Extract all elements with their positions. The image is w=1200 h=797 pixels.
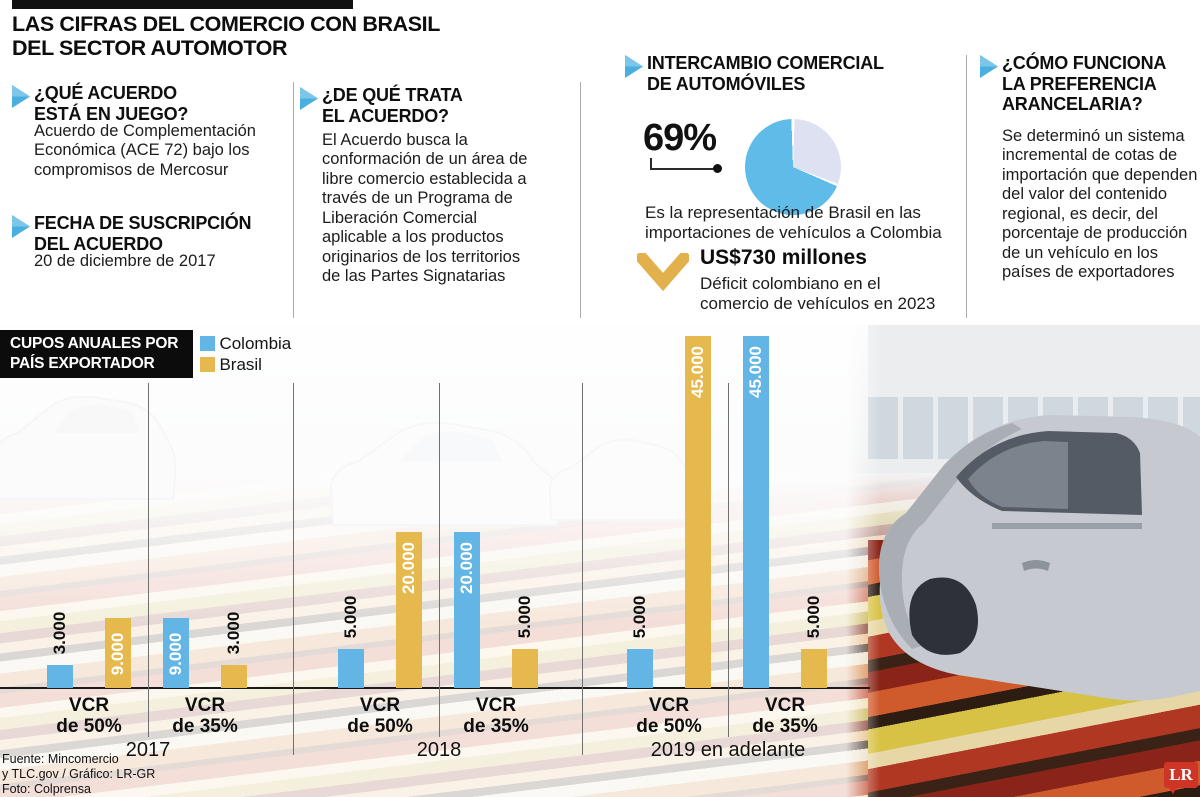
- year-label: 2017: [125, 739, 171, 761]
- bullet-arrow-icon: [300, 87, 318, 110]
- down-chevron-icon: [637, 253, 689, 292]
- bar-brasil-vcr50: [105, 618, 131, 688]
- bar-value-label: 3.000: [50, 611, 69, 655]
- bar-value-label: 5.000: [804, 595, 823, 639]
- masthead-rule: [12, 0, 353, 9]
- legend-label-colombia: Colombia: [219, 334, 292, 353]
- vcr-category-label: VCR de 35%: [463, 695, 529, 738]
- bullet-arrow-icon: [12, 85, 30, 108]
- bar-colombia-vcr35: [743, 336, 769, 688]
- bar-brasil-vcr35: [512, 649, 538, 688]
- bar-brasil-vcr35: [801, 649, 827, 688]
- bar-value-label: 5.000: [341, 595, 360, 639]
- legend-swatch-colombia: [200, 336, 215, 351]
- group-divider-line: [728, 383, 729, 737]
- body-preferencia-arancelaria: Se determinó un sistema incremental de c…: [1002, 127, 1198, 282]
- callout-line: [650, 158, 652, 170]
- lr-logo-tail: [1168, 786, 1178, 794]
- callout-dot: [713, 164, 722, 173]
- vcr-category-label: VCR de 50%: [347, 695, 413, 738]
- chart-title-box: CUPOS ANUALES POR PAÍS EXPORTADOR: [0, 330, 193, 378]
- chart-baseline: [0, 687, 870, 689]
- body-de-que-trata: El Acuerdo busca la conformación de un á…: [322, 131, 528, 286]
- group-divider-line: [439, 383, 440, 737]
- bullet-arrow-icon: [625, 55, 643, 78]
- year-separator-line: [582, 383, 583, 755]
- silver-car-body: [879, 415, 1200, 701]
- bar-colombia-vcr50: [47, 665, 73, 688]
- bar-brasil-vcr35: [221, 665, 247, 688]
- bar-value-label: 20.000: [457, 542, 476, 594]
- bar-value-label: 45.000: [688, 346, 707, 398]
- column-divider: [580, 82, 581, 318]
- deficit-caption: Déficit colombiano en el comercio de veh…: [700, 274, 936, 314]
- bar-value-label: 3.000: [224, 611, 243, 655]
- column-divider: [966, 55, 967, 318]
- bar-colombia-vcr35: [163, 618, 189, 688]
- group-divider-line: [148, 383, 149, 737]
- page-title: LAS CIFRAS DEL COMERCIO CON BRASIL DEL S…: [12, 12, 440, 60]
- chart-photo-section: 2017 VCR de 50% VCR de 35% 3.000 9.000 9.000 3…: [0, 325, 1200, 797]
- bar-colombia-vcr50: [627, 649, 653, 688]
- body-fecha-suscripcion: 20 de diciembre de 2017: [34, 252, 216, 270]
- bar-value-label: 5.000: [630, 595, 649, 639]
- callout-line: [650, 168, 716, 170]
- bar-value-label: 45.000: [746, 346, 765, 398]
- vcr-category-label: VCR de 35%: [752, 695, 818, 738]
- chart-title: CUPOS ANUALES POR PAÍS EXPORTADOR: [10, 335, 179, 372]
- bar-value-label: 5.000: [515, 595, 534, 639]
- bullet-arrow-icon: [12, 215, 30, 238]
- bar-value-label: 9.000: [108, 632, 127, 676]
- bar-value-label: 9.000: [166, 632, 185, 676]
- column-divider: [293, 82, 294, 318]
- heading-intercambio-comercial: INTERCAMBIO COMERCIAL DE AUTOMÓVILES: [647, 53, 884, 94]
- legend-brasil: Brasil: [200, 355, 262, 377]
- pie-chart: [745, 119, 841, 215]
- bar-chart: 2017 VCR de 50% VCR de 35% 3.000 9.000 9.000 3…: [0, 325, 1200, 797]
- legend-colombia: Colombia: [200, 334, 292, 356]
- vcr-category-label: VCR de 50%: [56, 695, 122, 738]
- bar-brasil-vcr50: [396, 532, 422, 688]
- legend-swatch-brasil: [200, 357, 215, 372]
- heading-de-que-trata: ¿DE QUÉ TRATA EL ACUERDO?: [322, 85, 463, 126]
- bar-value-label: 20.000: [399, 542, 418, 594]
- year-separator-line: [293, 383, 294, 755]
- source-credit: Fuente: Mincomercio y TLC.gov / Gráfico:…: [2, 752, 156, 796]
- year-label: 2019 en adelante: [650, 739, 806, 761]
- deficit-value: US$730 millones: [700, 246, 867, 269]
- pie-caption: Es la representación de Brasil en las im…: [645, 203, 942, 243]
- bar-colombia-vcr35: [454, 532, 480, 688]
- heading-que-acuerdo: ¿QUÉ ACUERDO ESTÁ EN JUEGO?: [34, 83, 189, 124]
- legend-label-brasil: Brasil: [219, 355, 262, 374]
- vcr-category-label: VCR de 35%: [172, 695, 238, 738]
- bar-brasil-vcr50: [685, 336, 711, 688]
- bar-colombia-vcr50: [338, 649, 364, 688]
- heading-fecha-suscripcion: FECHA DE SUSCRIPCIÓN DEL ACUERDO: [34, 213, 252, 254]
- pie-percentage-value: 69%: [643, 117, 717, 159]
- vcr-category-label: VCR de 50%: [636, 695, 702, 738]
- year-label: 2018: [416, 739, 462, 761]
- heading-preferencia-arancelaria: ¿CÓMO FUNCIONA LA PREFERENCIA ARANCELARI…: [1002, 53, 1167, 115]
- lr-logo: LR: [1164, 762, 1198, 788]
- body-que-acuerdo: Acuerdo de Complementación Económica (AC…: [34, 122, 256, 179]
- white-wash-overlay: [0, 325, 880, 797]
- bullet-arrow-icon: [980, 55, 998, 78]
